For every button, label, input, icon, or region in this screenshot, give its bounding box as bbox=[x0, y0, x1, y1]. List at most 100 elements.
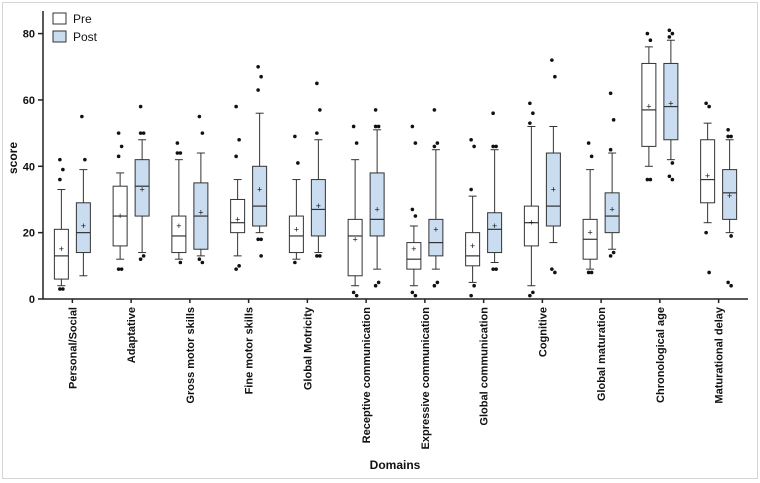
outlier-point bbox=[141, 254, 146, 258]
legend-swatch-pre bbox=[52, 12, 67, 25]
category-labels: Personal/Social Adaptative Gross motor ski… bbox=[67, 306, 725, 449]
box-iqr bbox=[523, 205, 539, 247]
box-pre-2: + bbox=[171, 141, 187, 265]
outlier-point bbox=[670, 31, 675, 36]
outlier-point bbox=[80, 114, 84, 119]
outlier-point bbox=[704, 230, 708, 235]
outlier-point bbox=[376, 280, 381, 285]
outlier-point bbox=[138, 257, 143, 261]
y-tick-label: 80 bbox=[23, 29, 35, 41]
outlier-point bbox=[435, 141, 440, 145]
outlier-point bbox=[175, 151, 180, 155]
outlier-point bbox=[354, 141, 359, 145]
outlier-point bbox=[648, 38, 653, 43]
outlier-point bbox=[318, 254, 322, 258]
mean-marker: + bbox=[668, 98, 673, 108]
box-iqr bbox=[347, 218, 363, 277]
mean-marker: + bbox=[411, 244, 416, 254]
outlier-point bbox=[472, 283, 476, 288]
outlier-point bbox=[200, 131, 205, 135]
outlier-point bbox=[586, 270, 591, 275]
outlier-point bbox=[726, 128, 730, 132]
category-label: Receptive communication bbox=[361, 307, 373, 444]
outlier-point bbox=[410, 207, 415, 212]
box-iqr bbox=[288, 215, 304, 254]
mean-marker: + bbox=[59, 244, 64, 254]
category-label: Fine motor skills bbox=[244, 307, 256, 394]
outlier-point bbox=[531, 111, 535, 116]
outlier-point bbox=[256, 64, 260, 69]
y-axis-title: score bbox=[6, 142, 20, 174]
box-iqr bbox=[641, 62, 657, 147]
mean-marker: + bbox=[705, 171, 710, 181]
outlier-point bbox=[550, 267, 554, 271]
box-iqr bbox=[663, 62, 679, 141]
box-iqr bbox=[406, 242, 422, 270]
category-label: Cognitive bbox=[537, 307, 549, 357]
outlier-point bbox=[670, 177, 675, 182]
box-iqr bbox=[171, 215, 187, 254]
outlier-point bbox=[58, 177, 62, 182]
outlier-point bbox=[197, 114, 202, 119]
box-iqr bbox=[428, 218, 444, 257]
outlier-point bbox=[138, 131, 143, 135]
category-label: Chronological age bbox=[655, 307, 667, 403]
outlier-point bbox=[589, 154, 594, 159]
mean-marker: + bbox=[433, 224, 438, 234]
y-tick-label: 20 bbox=[23, 228, 35, 240]
outlier-point bbox=[293, 134, 297, 139]
box-iqr bbox=[53, 228, 69, 280]
outlier-point bbox=[494, 144, 498, 149]
box-pre-7: + bbox=[465, 137, 481, 298]
outlier-point bbox=[237, 264, 241, 268]
outlier-point bbox=[611, 250, 616, 255]
outlier-point bbox=[667, 28, 672, 33]
box-post-0: + bbox=[75, 114, 91, 277]
box-post-4: + bbox=[310, 81, 326, 258]
box-pre-9: + bbox=[582, 141, 598, 275]
category-label: Expressive communication bbox=[420, 307, 432, 450]
axes: 0 20 40 60 80 bbox=[23, 11, 748, 306]
outlier-point bbox=[116, 154, 121, 159]
box-iqr bbox=[722, 169, 738, 220]
category-label: Gross motor skills bbox=[185, 307, 197, 404]
mean-marker: + bbox=[139, 185, 144, 195]
category-label: Personal/Social bbox=[67, 307, 79, 389]
outlier-point bbox=[586, 141, 591, 145]
outlier-point bbox=[376, 124, 381, 129]
outlier-point bbox=[611, 118, 616, 122]
outlier-point bbox=[726, 280, 730, 285]
outlier-point bbox=[259, 74, 263, 79]
box-post-6: + bbox=[428, 108, 444, 288]
outlier-point bbox=[645, 31, 650, 36]
x-axis-title: Domains bbox=[370, 458, 421, 472]
outlier-point bbox=[410, 290, 415, 295]
mean-marker: + bbox=[551, 185, 556, 195]
box-pre-3: + bbox=[230, 104, 246, 271]
outlier-point bbox=[175, 141, 180, 145]
outlier-point bbox=[178, 260, 183, 265]
outlier-point bbox=[491, 267, 495, 271]
box-iqr bbox=[75, 202, 91, 254]
outlier-point bbox=[553, 270, 557, 275]
mean-marker: + bbox=[492, 221, 497, 231]
category-label: Adaptative bbox=[126, 307, 138, 363]
outlier-point bbox=[608, 147, 613, 152]
outlier-point bbox=[729, 283, 733, 288]
outlier-point bbox=[354, 293, 359, 298]
box-pre-11: + bbox=[700, 101, 716, 275]
outlier-point bbox=[141, 131, 146, 135]
box-post-9: + bbox=[604, 91, 620, 258]
category-label: Global Motricity bbox=[302, 306, 314, 390]
outlier-point bbox=[531, 290, 535, 295]
box-iqr bbox=[487, 212, 503, 254]
outlier-point bbox=[58, 157, 62, 162]
mean-marker: + bbox=[176, 221, 181, 231]
mean-marker: + bbox=[294, 224, 299, 234]
box-iqr bbox=[252, 165, 268, 227]
outlier-point bbox=[83, 157, 87, 162]
box-pre-6: + bbox=[406, 124, 422, 298]
mean-marker: + bbox=[257, 185, 262, 195]
box-pre-8: + bbox=[523, 101, 539, 298]
y-tick-label: 0 bbox=[29, 294, 35, 306]
